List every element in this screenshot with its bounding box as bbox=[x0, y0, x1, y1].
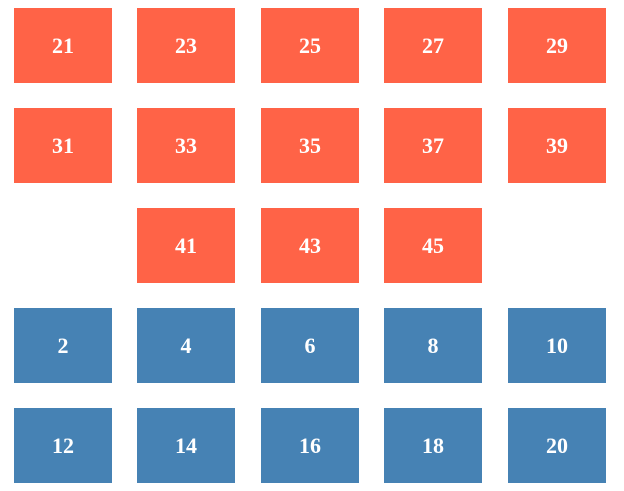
tile-37[interactable]: 37 bbox=[384, 108, 482, 183]
tile-4[interactable]: 4 bbox=[137, 308, 235, 383]
tile-21[interactable]: 21 bbox=[14, 8, 112, 83]
tile-25[interactable]: 25 bbox=[261, 8, 359, 83]
tile-16[interactable]: 16 bbox=[261, 408, 359, 483]
tile-23[interactable]: 23 bbox=[137, 8, 235, 83]
tile-41[interactable]: 41 bbox=[137, 208, 235, 283]
tile-8[interactable]: 8 bbox=[384, 308, 482, 383]
tile-2[interactable]: 2 bbox=[14, 308, 112, 383]
tile-20[interactable]: 20 bbox=[508, 408, 606, 483]
tile-18[interactable]: 18 bbox=[384, 408, 482, 483]
tile-39[interactable]: 39 bbox=[508, 108, 606, 183]
tile-35[interactable]: 35 bbox=[261, 108, 359, 183]
tile-27[interactable]: 27 bbox=[384, 8, 482, 83]
tile-33[interactable]: 33 bbox=[137, 108, 235, 183]
tile-29[interactable]: 29 bbox=[508, 8, 606, 83]
tile-43[interactable]: 43 bbox=[261, 208, 359, 283]
tile-45[interactable]: 45 bbox=[384, 208, 482, 283]
tile-31[interactable]: 31 bbox=[14, 108, 112, 183]
tile-6[interactable]: 6 bbox=[261, 308, 359, 383]
tile-14[interactable]: 14 bbox=[137, 408, 235, 483]
tile-10[interactable]: 10 bbox=[508, 308, 606, 383]
tile-12[interactable]: 12 bbox=[14, 408, 112, 483]
